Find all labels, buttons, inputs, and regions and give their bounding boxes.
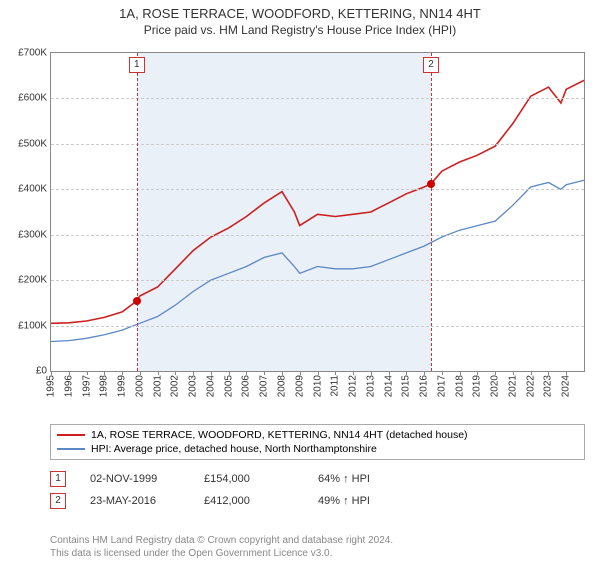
x-axis-label: 2015: [401, 375, 412, 397]
footer-line-2: This data is licensed under the Open Gov…: [50, 547, 585, 560]
sale-date: 02-NOV-1999: [90, 473, 180, 485]
x-axis-label: 2003: [188, 375, 199, 397]
chart-plot-area: £0£100K£200K£300K£400K£500K£600K£700K199…: [50, 52, 585, 372]
sale-point-dot: [427, 180, 435, 188]
x-axis-label: 2011: [330, 375, 341, 397]
y-axis-label: £400K: [18, 184, 51, 195]
sale-delta: 64% ↑ HPI: [318, 473, 408, 485]
legend-box: 1A, ROSE TERRACE, WOODFORD, KETTERING, N…: [50, 424, 585, 460]
sale-marker-label: 1: [129, 57, 145, 73]
y-axis-label: £500K: [18, 138, 51, 149]
sale-marker-line: [137, 53, 138, 371]
x-axis-label: 2006: [241, 375, 252, 397]
sale-marker-label: 2: [423, 57, 439, 73]
x-axis-label: 2007: [259, 375, 270, 397]
x-axis-label: 2024: [561, 375, 572, 397]
series-line-hpi: [51, 180, 584, 341]
sale-point-dot: [133, 297, 141, 305]
sale-row: 1 02-NOV-1999 £154,000 64% ↑ HPI: [50, 468, 585, 490]
x-axis-label: 2023: [543, 375, 554, 397]
y-axis-label: £200K: [18, 275, 51, 286]
chart-lines-svg: [51, 53, 584, 371]
y-axis-label: £700K: [18, 48, 51, 59]
x-axis-label: 2010: [312, 375, 323, 397]
sale-row-marker: 1: [50, 471, 66, 487]
x-axis-label: 2005: [223, 375, 234, 397]
chart-subtitle: Price paid vs. HM Land Registry's House …: [0, 23, 600, 37]
legend-swatch: [57, 434, 85, 436]
x-axis-label: 2016: [419, 375, 430, 397]
footer-attribution: Contains HM Land Registry data © Crown c…: [50, 534, 585, 560]
sale-price: £412,000: [204, 495, 294, 507]
sales-table: 1 02-NOV-1999 £154,000 64% ↑ HPI 2 23-MAY-201…: [50, 468, 585, 512]
legend-item: HPI: Average price, detached house, Nort…: [57, 442, 578, 456]
x-axis-label: 2021: [507, 375, 518, 397]
legend-swatch: [57, 448, 85, 450]
legend-item: 1A, ROSE TERRACE, WOODFORD, KETTERING, N…: [57, 428, 578, 442]
series-line-property: [51, 80, 584, 323]
legend-label: HPI: Average price, detached house, Nort…: [91, 443, 377, 455]
x-axis-label: 2018: [454, 375, 465, 397]
x-axis-label: 2002: [170, 375, 181, 397]
gridline: [51, 144, 584, 145]
sale-date: 23-MAY-2016: [90, 495, 180, 507]
gridline: [51, 98, 584, 99]
gridline: [51, 189, 584, 190]
x-axis-label: 2014: [383, 375, 394, 397]
x-axis-label: 2004: [205, 375, 216, 397]
x-axis-label: 1995: [46, 375, 57, 397]
legend-label: 1A, ROSE TERRACE, WOODFORD, KETTERING, N…: [91, 429, 468, 441]
y-axis-label: £100K: [18, 320, 51, 331]
x-axis-label: 2009: [294, 375, 305, 397]
y-axis-label: £600K: [18, 93, 51, 104]
sale-row: 2 23-MAY-2016 £412,000 49% ↑ HPI: [50, 490, 585, 512]
y-axis-label: £300K: [18, 229, 51, 240]
x-axis-label: 2012: [348, 375, 359, 397]
x-axis-label: 2019: [472, 375, 483, 397]
gridline: [51, 280, 584, 281]
x-axis-label: 2000: [134, 375, 145, 397]
x-axis-label: 1998: [99, 375, 110, 397]
x-axis-label: 2017: [436, 375, 447, 397]
x-axis-label: 1997: [81, 375, 92, 397]
chart-title: 1A, ROSE TERRACE, WOODFORD, KETTERING, N…: [0, 6, 600, 21]
x-axis-label: 1999: [117, 375, 128, 397]
gridline: [51, 326, 584, 327]
footer-line-1: Contains HM Land Registry data © Crown c…: [50, 534, 585, 547]
gridline: [51, 235, 584, 236]
x-axis-label: 2022: [525, 375, 536, 397]
x-axis-label: 1996: [63, 375, 74, 397]
sale-delta: 49% ↑ HPI: [318, 495, 408, 507]
sale-price: £154,000: [204, 473, 294, 485]
sale-row-marker: 2: [50, 493, 66, 509]
sale-marker-line: [431, 53, 432, 371]
x-axis-label: 2020: [490, 375, 501, 397]
x-axis-label: 2013: [365, 375, 376, 397]
x-axis-label: 2001: [152, 375, 163, 397]
chart-container: 1A, ROSE TERRACE, WOODFORD, KETTERING, N…: [0, 6, 600, 566]
x-axis-label: 2008: [276, 375, 287, 397]
